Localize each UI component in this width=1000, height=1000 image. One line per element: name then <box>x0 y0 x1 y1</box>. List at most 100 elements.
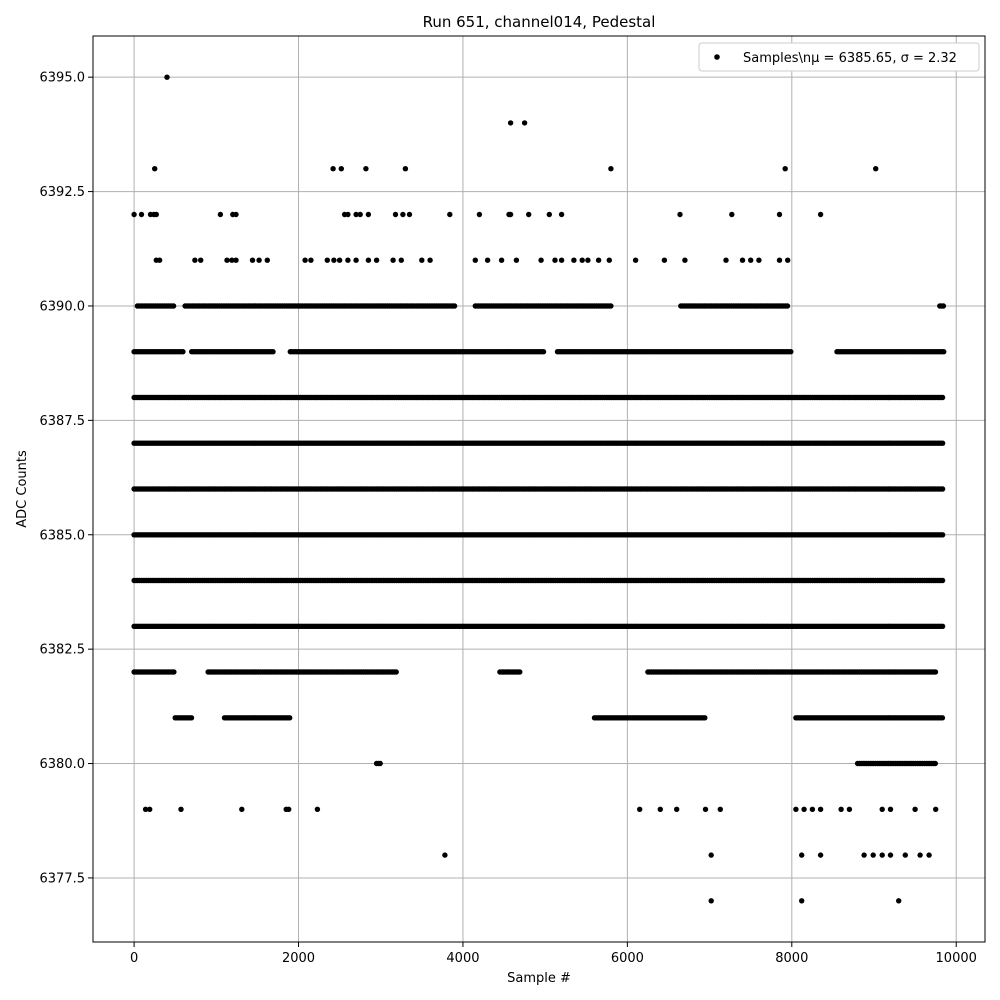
data-point <box>661 257 668 263</box>
y-tick-label: 6387.5 <box>40 414 86 429</box>
data-point <box>147 806 153 812</box>
data-point <box>748 257 754 263</box>
data-point <box>708 898 714 904</box>
data-point <box>188 715 195 721</box>
data-point <box>870 852 876 858</box>
data-point <box>472 257 478 263</box>
data-point <box>392 211 399 218</box>
data-point <box>939 440 946 446</box>
data-point <box>637 806 643 812</box>
data-point <box>142 806 149 812</box>
data-point <box>308 257 314 263</box>
data-point <box>233 211 239 218</box>
data-point <box>390 257 396 263</box>
data-point <box>799 898 805 904</box>
data-point <box>917 852 923 858</box>
data-point <box>873 166 879 172</box>
data-point <box>153 211 159 218</box>
data-point <box>546 211 552 218</box>
data-point <box>932 760 938 767</box>
data-point <box>809 806 816 812</box>
data-point <box>402 166 409 172</box>
data-point <box>324 257 330 263</box>
data-point <box>152 166 158 172</box>
x-tick-label: 8000 <box>775 951 808 966</box>
legend-label-text: Samples\n <box>743 51 811 66</box>
x-tick-label: 2000 <box>282 951 315 966</box>
x-axis-label: Sample # <box>507 971 571 986</box>
data-point <box>674 806 680 812</box>
data-point <box>939 623 946 629</box>
data-point <box>817 852 824 858</box>
data-point <box>447 211 453 218</box>
data-point <box>579 257 585 263</box>
data-point <box>164 74 170 80</box>
data-point <box>178 806 184 812</box>
data-point <box>314 806 321 812</box>
data-point <box>286 806 292 812</box>
data-points <box>131 74 947 904</box>
data-point <box>887 806 894 812</box>
chart-title: Run 651, channel014, Pedestal <box>423 13 656 31</box>
data-point <box>784 303 791 309</box>
data-point <box>507 120 514 126</box>
data-point <box>180 349 186 355</box>
data-point <box>365 257 372 263</box>
data-point <box>526 211 532 218</box>
data-point <box>363 166 369 172</box>
data-point <box>729 211 735 218</box>
data-point <box>939 715 946 721</box>
data-point <box>717 806 723 812</box>
data-point <box>846 806 853 812</box>
data-point <box>156 257 163 263</box>
data-point <box>896 898 902 904</box>
data-point <box>782 166 788 172</box>
data-point <box>239 806 245 812</box>
data-point <box>552 257 558 263</box>
data-point <box>513 257 520 263</box>
data-point <box>702 715 708 721</box>
data-point <box>331 257 337 263</box>
data-point <box>739 257 746 263</box>
x-tick-label: 4000 <box>446 951 479 966</box>
data-point <box>138 211 145 218</box>
data-point <box>451 303 458 309</box>
data-point <box>476 211 483 218</box>
data-point <box>484 257 491 263</box>
data-point <box>345 211 351 218</box>
data-point <box>939 394 946 401</box>
data-point <box>264 257 270 263</box>
data-point <box>249 257 256 263</box>
data-point <box>330 166 336 172</box>
data-point <box>939 486 946 492</box>
data-point <box>682 257 688 263</box>
data-point <box>585 257 591 263</box>
data-point <box>608 166 614 172</box>
data-point <box>838 806 844 812</box>
data-point <box>801 806 807 812</box>
data-point <box>365 211 372 218</box>
data-point <box>171 669 177 675</box>
data-point <box>217 211 224 218</box>
data-point <box>517 669 523 675</box>
data-point <box>558 211 565 218</box>
y-axis-label: ADC Counts <box>15 450 30 528</box>
data-point <box>817 211 824 218</box>
data-point <box>879 852 885 858</box>
data-point <box>442 852 448 858</box>
legend-marker <box>714 54 720 60</box>
data-point <box>799 852 805 858</box>
data-point <box>427 257 433 263</box>
data-point <box>912 806 918 812</box>
y-axis-ticks: 6377.5 6380.0 6382.5 6385.0 6387.5 6390.0 6392… <box>40 71 93 886</box>
data-point <box>558 257 565 263</box>
data-point <box>940 303 947 309</box>
data-point <box>336 257 343 263</box>
data-point <box>723 257 729 263</box>
data-point <box>933 806 939 812</box>
data-point <box>861 852 867 858</box>
data-point <box>776 257 783 263</box>
x-tick-label: 10000 <box>936 951 977 966</box>
data-point <box>677 211 683 218</box>
data-point <box>398 257 404 263</box>
